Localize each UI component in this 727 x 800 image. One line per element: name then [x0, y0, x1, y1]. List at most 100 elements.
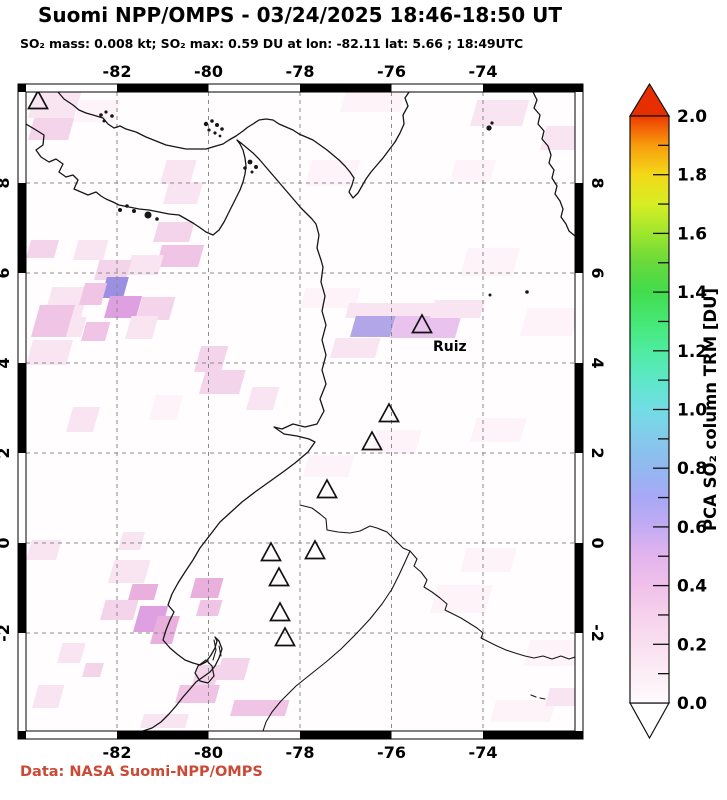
lon-label-bottom: -80	[194, 743, 223, 762]
lat-label-right: -2	[588, 624, 607, 642]
islet	[207, 128, 211, 132]
frame-seg-top	[117, 84, 209, 92]
so2-patch	[450, 160, 497, 182]
so2-patch	[150, 616, 180, 644]
colorbar-tick-label: 1.2	[677, 342, 707, 362]
frame-seg-right	[575, 183, 583, 273]
river	[530, 694, 537, 698]
lon-label-bottom: -76	[377, 743, 406, 762]
island	[194, 659, 215, 684]
lon-label-top: -82	[103, 62, 132, 81]
so2-patch	[128, 584, 159, 600]
so2-patch	[430, 585, 493, 613]
data-credit: Data: NASA Suomi-NPP/OMPS	[20, 764, 263, 780]
so2-patch	[149, 395, 183, 420]
lon-label-top: -78	[286, 62, 315, 81]
islet	[210, 119, 214, 123]
colorbar-tick-label: 1.0	[677, 401, 707, 421]
so2-patch	[430, 300, 486, 318]
so2-patch	[390, 316, 462, 338]
frame-seg-left	[18, 183, 26, 273]
frame-corner	[18, 84, 26, 92]
so2-summary-line: SO₂ mass: 0.008 kt; SO₂ max: 0.59 DU at …	[20, 36, 524, 51]
so2-patch	[31, 305, 75, 337]
islet	[102, 119, 106, 123]
so2-patch	[163, 182, 204, 204]
so2-patch	[230, 700, 290, 716]
frame-corner	[575, 731, 583, 739]
islet	[220, 127, 224, 131]
colorbar-tick-label: 0.8	[677, 459, 707, 479]
colorbar-tick-label: 2.0	[677, 107, 707, 127]
lon-label-top: -74	[469, 62, 498, 81]
so2-patch	[26, 540, 62, 560]
so2-patch	[140, 714, 189, 728]
so2-patch	[470, 100, 530, 126]
so2-patch	[26, 340, 73, 365]
so2-patch	[300, 288, 361, 308]
colorbar-tick-label: 0.4	[677, 577, 707, 597]
so2-patch	[194, 346, 229, 372]
so2-patch	[520, 308, 575, 336]
frame-seg-top	[483, 84, 575, 92]
lat-label-right: 0	[588, 537, 607, 548]
so2-patch	[540, 126, 575, 150]
so2-patch	[73, 240, 109, 260]
islet	[490, 121, 494, 125]
so2-patch	[126, 255, 164, 275]
so2-patch	[350, 316, 396, 337]
volcano-marker	[316, 478, 338, 499]
so2-patch	[94, 260, 132, 280]
river	[262, 550, 411, 731]
so2-patch	[28, 118, 75, 140]
so2-patch	[118, 532, 146, 550]
so2-patch	[246, 387, 280, 410]
graticule-layer	[26, 92, 575, 731]
so2-patch	[216, 658, 251, 680]
islet	[254, 165, 258, 169]
so2-patch	[108, 560, 151, 583]
so2-patch	[125, 316, 159, 339]
so2-patch	[303, 455, 355, 477]
frame-seg-left	[18, 363, 26, 453]
colorbar: 2.0 1.8 1.6 1.4 1.2 1.0 0.8 0.6 0.4 0.2 0.0 PCA SO₂…	[628, 82, 720, 740]
islet	[104, 110, 108, 114]
islet	[110, 114, 114, 118]
so2-patch	[100, 600, 139, 620]
lat-label-right: 8	[588, 177, 607, 188]
so2-patch	[460, 548, 517, 572]
islet	[125, 204, 129, 208]
so2-patch	[330, 338, 381, 358]
so2-patch	[156, 245, 205, 267]
river	[212, 639, 217, 661]
coastline-layer	[26, 92, 575, 731]
so2-patch	[345, 303, 435, 318]
islet	[486, 125, 492, 131]
so2-patch	[153, 222, 195, 242]
frame-outer-line	[17, 83, 584, 740]
colorbar-tick-label: 1.4	[677, 283, 707, 303]
so2-patch	[190, 578, 224, 598]
islet	[218, 134, 222, 138]
map-background	[26, 92, 575, 731]
lat-label-right: 4	[588, 357, 607, 368]
river	[218, 645, 222, 657]
volcano-label: Ruiz	[433, 339, 467, 355]
so2-patch	[66, 407, 100, 432]
islet	[488, 293, 492, 297]
so2-patch	[470, 418, 527, 442]
so2-patch	[82, 663, 104, 677]
islet	[132, 209, 136, 213]
so2-patch	[81, 322, 111, 341]
river	[409, 550, 575, 660]
lat-label-left: 2	[0, 447, 13, 458]
frame-seg-left	[18, 543, 26, 633]
so2-patch	[196, 600, 223, 616]
so2-patch	[523, 640, 575, 666]
coastline	[57, 92, 410, 199]
so2-patch	[545, 688, 575, 706]
volcano-marker	[378, 402, 400, 423]
frame-corner	[575, 84, 583, 92]
volcano-marker	[268, 566, 290, 587]
